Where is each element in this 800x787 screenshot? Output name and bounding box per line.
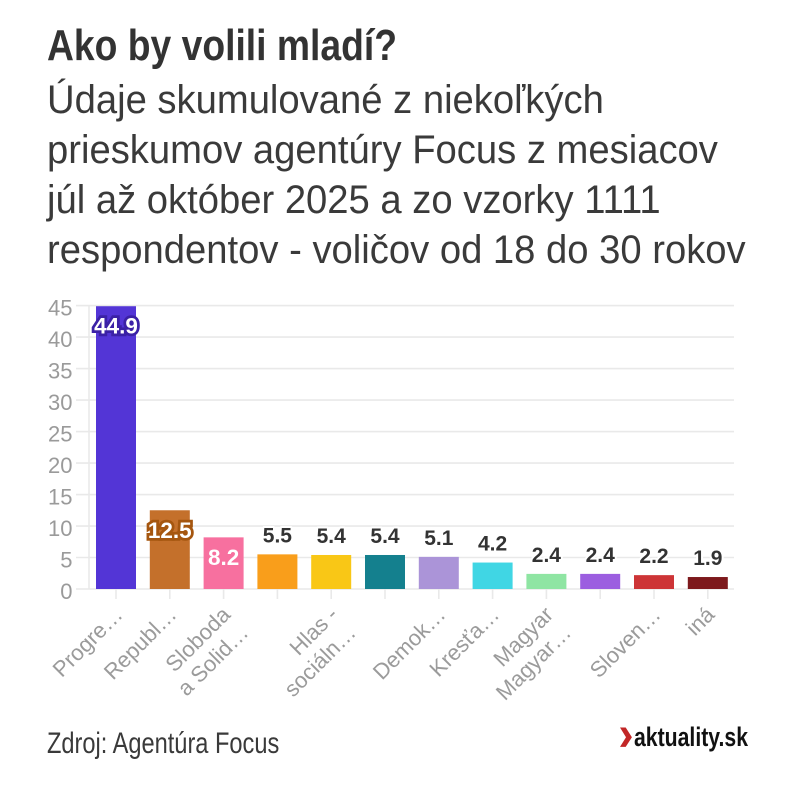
svg-text:12.5: 12.5 — [148, 518, 192, 543]
svg-text:15: 15 — [48, 485, 72, 510]
svg-text:8.2: 8.2 — [208, 545, 239, 570]
svg-text:aktuality.sk: aktuality.sk — [634, 722, 749, 752]
svg-text:5.1: 5.1 — [424, 527, 454, 550]
svg-text:35: 35 — [48, 359, 72, 384]
svg-text:10: 10 — [48, 516, 72, 541]
svg-text:2.2: 2.2 — [639, 545, 668, 568]
svg-text:0: 0 — [60, 579, 72, 604]
svg-text:30: 30 — [48, 390, 72, 415]
svg-text:1.9: 1.9 — [693, 547, 722, 570]
svg-text:5.4: 5.4 — [370, 525, 400, 548]
svg-text:40: 40 — [48, 327, 72, 352]
svg-text:25: 25 — [48, 422, 72, 447]
svg-text:Sloven…: Sloven… — [585, 602, 666, 683]
svg-text:5.4: 5.4 — [317, 525, 347, 548]
svg-text:5: 5 — [60, 548, 72, 573]
svg-text:5.5: 5.5 — [263, 524, 293, 547]
svg-text:2.4: 2.4 — [586, 544, 616, 567]
svg-text:2.4: 2.4 — [532, 544, 562, 567]
svg-text:44.9: 44.9 — [94, 314, 138, 339]
svg-text:20: 20 — [48, 453, 72, 478]
svg-text:4.2: 4.2 — [478, 533, 507, 556]
svg-text:iná: iná — [681, 601, 720, 640]
svg-text:45: 45 — [48, 296, 72, 321]
